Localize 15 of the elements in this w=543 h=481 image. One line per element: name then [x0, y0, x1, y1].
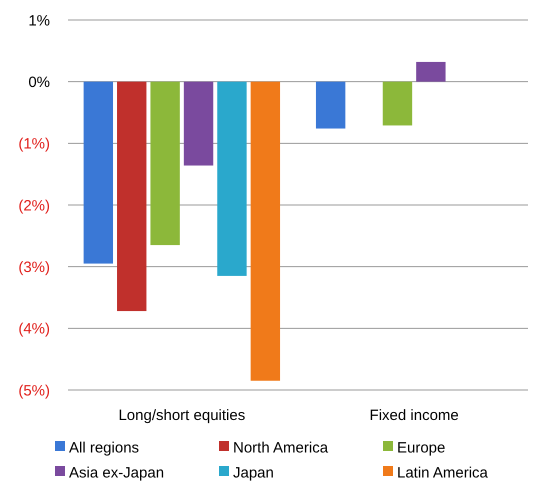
y-tick-label: (4%) [18, 320, 50, 338]
legend-label: All regions [69, 439, 140, 456]
legend-label: Latin America [397, 464, 489, 481]
legend-label: Japan [233, 464, 274, 481]
x-tick-label: Long/short equities [118, 407, 246, 424]
y-tick-label: 1% [28, 12, 50, 30]
legend-label: North America [233, 439, 329, 456]
y-tick-label: (3%) [18, 258, 50, 276]
y-tick-label: (1%) [18, 136, 50, 153]
x-tick-label: Fixed income [370, 407, 459, 424]
y-tick-label: 0% [28, 74, 50, 91]
legend-label: Asia ex-Japan [69, 464, 164, 481]
y-tick-label: (2%) [18, 197, 50, 214]
y-tick-label: (5%) [18, 382, 50, 400]
legend-label: Europe [397, 439, 446, 456]
